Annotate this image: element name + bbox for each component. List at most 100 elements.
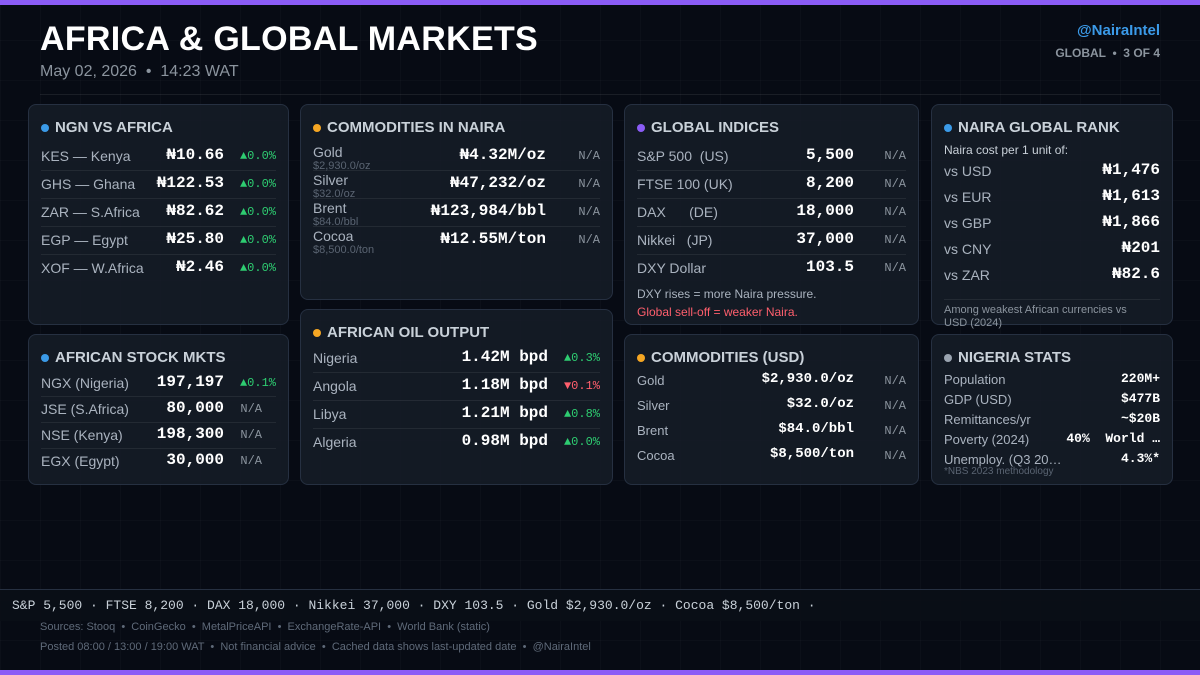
posted-line: Posted 08:00 / 13:00 / 19:00 WAT • Not f… — [40, 641, 591, 653]
list-item: NGX (Nigeria) 197,197 ▲0.1% — [41, 370, 276, 397]
row-usd-subvalue: $2,930.0/oz — [313, 160, 371, 172]
row-value: $32.0/oz — [786, 396, 854, 412]
blue-dot-icon — [41, 353, 49, 362]
list-item: ZAR — S.Africa ₦82.62 ▲0.0% — [41, 199, 276, 227]
row-change: ▲0.8% — [563, 407, 600, 421]
row-value: ~$20B — [1120, 411, 1160, 426]
row-value: 220M+ — [1120, 371, 1160, 386]
row-label: vs EUR — [944, 189, 992, 205]
list-item: EGP — Egypt ₦25.80 ▲0.0% — [41, 227, 276, 255]
ngn-vs-africa-card: NGN VS AFRICA KES — Kenya ₦10.66 ▲0.0% GHS… — [28, 104, 289, 325]
row-value: ₦12.55M/ton — [440, 230, 546, 248]
row-value: ₦82.6 — [1111, 265, 1160, 283]
row-value: $84.0/bbl — [778, 421, 854, 437]
list-item: EGX (Egypt) 30,000 N/A — [41, 448, 276, 475]
orange-dot-icon — [313, 328, 321, 337]
list-item: GHS — Ghana ₦122.53 ▲0.0% — [41, 171, 276, 199]
row-value: 103.5 — [805, 258, 854, 276]
list-item: Population 220M+ — [944, 370, 1160, 390]
row-label: Silver — [313, 172, 349, 188]
dxy-note: DXY rises = more Naira pressure. — [637, 287, 817, 301]
list-item: FTSE 100 (UK) 8,200 N/A — [637, 171, 906, 199]
row-change: N/A — [240, 428, 262, 442]
row-change: N/A — [578, 233, 600, 247]
page-title: AFRICA & GLOBAL MARKETS — [40, 20, 538, 58]
row-label: Remittances/yr — [944, 412, 1031, 427]
row-change: N/A — [884, 424, 906, 438]
list-item: KES — Kenya ₦10.66 ▲0.0% — [41, 143, 276, 171]
list-item: vs EUR ₦1,613 — [944, 184, 1160, 212]
row-usd-subvalue: $32.0/oz — [313, 188, 356, 200]
row-label: Cocoa — [637, 448, 675, 463]
list-item: vs GBP ₦1,866 — [944, 210, 1160, 238]
list-item: DAX (DE) 18,000 N/A — [637, 199, 906, 227]
list-item: vs USD ₦1,476 — [944, 158, 1160, 186]
row-label: Population — [944, 372, 1006, 387]
row-label: Brent — [637, 423, 669, 438]
list-item: DXY Dollar 103.5 N/A — [637, 255, 906, 283]
card-title: NGN VS AFRICA — [41, 119, 173, 136]
row-label: vs USD — [944, 163, 992, 179]
row-label: EGX (Egypt) — [41, 453, 120, 469]
social-handle[interactable]: @NairaIntel — [1077, 22, 1160, 39]
header-divider — [40, 94, 1160, 95]
list-item: Nikkei (JP) 37,000 N/A — [637, 227, 906, 255]
row-value: 1.21M bpd — [461, 404, 548, 422]
row-label: KES — Kenya — [41, 148, 131, 164]
row-label: Libya — [313, 406, 347, 422]
african-oil-output-card: AFRICAN OIL OUTPUT Nigeria 1.42M bpd ▲0.3%… — [300, 309, 613, 485]
commodities-naira-card: COMMODITIES IN NAIRA Gold $2,930.0/oz ₦4.3… — [300, 104, 613, 300]
row-label: GHS — Ghana — [41, 176, 136, 192]
row-value: ₦1,613 — [1102, 187, 1160, 205]
stats-footnote: *NBS 2023 methodology — [944, 466, 1054, 477]
nigeria-stats-card: NIGERIA STATS Population 220M+ GDP (USD) $… — [931, 334, 1173, 485]
row-change: ▲0.0% — [239, 261, 276, 275]
list-item: Poverty (2024) 40% World … — [944, 430, 1160, 450]
row-value: 37,000 — [796, 230, 854, 248]
row-value: 5,500 — [805, 146, 854, 164]
list-item: Gold $2,930.0/oz N/A — [637, 368, 906, 393]
naira-global-rank-card: NAIRA GLOBAL RANK Naira cost per 1 unit … — [931, 104, 1173, 329]
row-label: JSE (S.Africa) — [41, 401, 129, 417]
list-item: Angola 1.18M bpd ▼0.1% — [313, 373, 600, 401]
row-label: vs CNY — [944, 241, 992, 257]
row-change: ▲0.0% — [239, 177, 276, 191]
row-value: ₦1,866 — [1102, 213, 1160, 231]
row-change: ▲0.0% — [563, 435, 600, 449]
african-stock-markets-card: AFRICAN STOCK MKTS NGX (Nigeria) 197,197 ▲… — [28, 334, 289, 485]
card-title: NAIRA GLOBAL RANK — [944, 119, 1120, 136]
row-change: N/A — [884, 149, 906, 163]
card-title: GLOBAL INDICES — [637, 119, 779, 136]
row-change: N/A — [884, 374, 906, 388]
purple-dot-icon — [637, 123, 645, 132]
row-label: S&P 500 (US) — [637, 148, 729, 164]
row-label: vs ZAR — [944, 267, 990, 283]
row-value: $477B — [1120, 391, 1160, 406]
row-change: N/A — [884, 233, 906, 247]
row-label: Angola — [313, 378, 357, 394]
rank-note: Among weakest African currencies vs USD … — [944, 304, 1127, 329]
row-value: 40% World … — [1066, 431, 1160, 446]
list-item: Algeria 0.98M bpd ▲0.0% — [313, 429, 600, 457]
row-value: ₦123,984/bbl — [430, 202, 546, 220]
row-label: Nigeria — [313, 350, 358, 366]
row-label: NSE (Kenya) — [41, 427, 123, 443]
row-value: 1.42M bpd — [461, 348, 548, 366]
row-change: ▼0.1% — [563, 379, 600, 393]
row-change: ▲0.0% — [239, 205, 276, 219]
row-change: N/A — [578, 205, 600, 219]
list-item: vs CNY ₦201 — [944, 236, 1160, 264]
list-item: S&P 500 (US) 5,500 N/A — [637, 143, 906, 171]
row-value: 0.98M bpd — [461, 432, 548, 450]
card-title: COMMODITIES (USD) — [637, 349, 804, 366]
row-change: N/A — [884, 205, 906, 219]
page-indicator: GLOBAL • 3 OF 4 — [1055, 46, 1160, 60]
row-value: ₦82.62 — [166, 202, 224, 220]
row-value: 80,000 — [166, 399, 224, 417]
row-label: Gold — [313, 144, 343, 160]
row-change: N/A — [884, 449, 906, 463]
ticker-text: S&P 5,500 · FTSE 8,200 · DAX 18,000 · Ni… — [12, 598, 816, 613]
row-value: 1.18M bpd — [461, 376, 548, 394]
row-label: FTSE 100 (UK) — [637, 176, 733, 192]
row-value: 198,300 — [156, 425, 224, 443]
